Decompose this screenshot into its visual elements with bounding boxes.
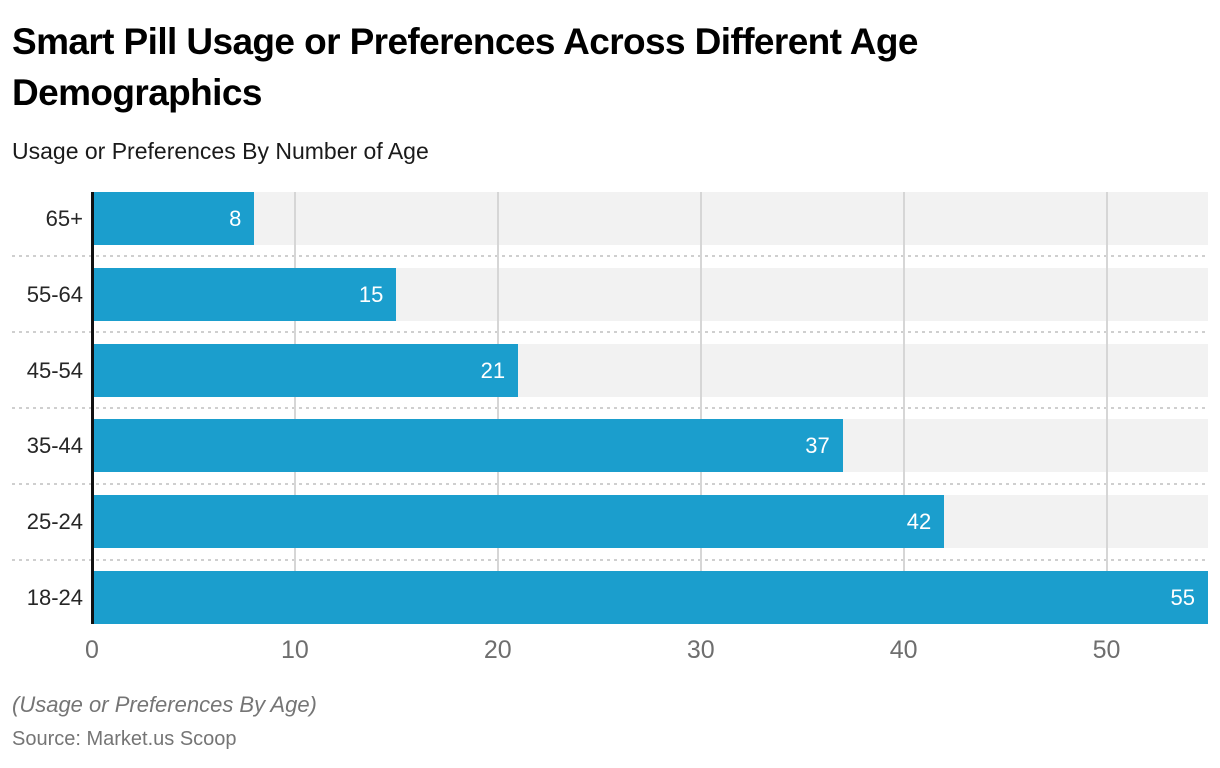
gridline	[1105, 192, 1108, 625]
bar-track: 55	[92, 571, 1208, 625]
row-separator	[12, 482, 1208, 485]
x-tick-label: 0	[85, 636, 99, 665]
gridline	[496, 192, 499, 625]
bar-value-label: 8	[229, 206, 242, 232]
row-separator	[12, 558, 1208, 561]
category-label: 55-64	[26, 281, 83, 307]
category-label: 18-24	[26, 585, 83, 611]
y-axis-line	[91, 192, 94, 625]
bar: 21	[92, 343, 519, 397]
bar-track: 37	[92, 419, 1208, 473]
x-tick-label: 40	[889, 636, 918, 665]
bar-value-label: 15	[358, 281, 384, 307]
bar-value-label: 37	[805, 433, 830, 459]
x-axis: 0 10 20 30 40 50	[85, 636, 1208, 672]
bar-chart: 8 65+ 15 55-64 21 45-54 37 35-44 42 25-24 55 18-24 …	[12, 192, 1208, 672]
bar: 42	[92, 495, 945, 549]
page: Smart Pill Usage or Preferences Across D…	[12, 21, 1208, 751]
bar-value-label: 42	[906, 509, 932, 535]
x-tick-label: 10	[281, 636, 309, 665]
gridline	[293, 192, 296, 625]
bar: 15	[92, 267, 397, 321]
bar: 8	[92, 192, 255, 246]
bar: 55	[92, 571, 1208, 625]
gridline	[902, 192, 905, 625]
row-separator	[12, 255, 1208, 258]
bar-track: 15	[92, 267, 1208, 321]
page-title: Smart Pill Usage or Preferences Across D…	[12, 21, 918, 114]
category-label: 65+	[45, 206, 83, 232]
row-separator	[12, 331, 1208, 334]
x-tick-label: 50	[1092, 636, 1121, 665]
plot-area: 8 65+ 15 55-64 21 45-54 37 35-44 42 25-24 55 18-24	[12, 192, 1208, 625]
category-label: 45-54	[26, 357, 83, 383]
category-label: 35-44	[26, 433, 83, 459]
bar-track: 42	[92, 495, 1208, 549]
gridline	[699, 192, 702, 625]
bar-value-label: 55	[1170, 585, 1195, 611]
bar-track: 8	[92, 192, 1208, 246]
source-text: Source: Market.us Scoop	[12, 728, 237, 751]
category-label: 25-24	[26, 509, 83, 535]
bar: 37	[92, 419, 843, 473]
x-tick-label: 20	[483, 636, 512, 665]
footer-note: (Usage or Preferences By Age)	[12, 692, 317, 718]
bar-track: 21	[92, 343, 1208, 397]
bar-value-label: 21	[480, 357, 506, 383]
x-tick-label: 30	[686, 636, 715, 665]
row-separator	[12, 407, 1208, 410]
chart-subtitle: Usage or Preferences By Number of Age	[12, 138, 429, 165]
